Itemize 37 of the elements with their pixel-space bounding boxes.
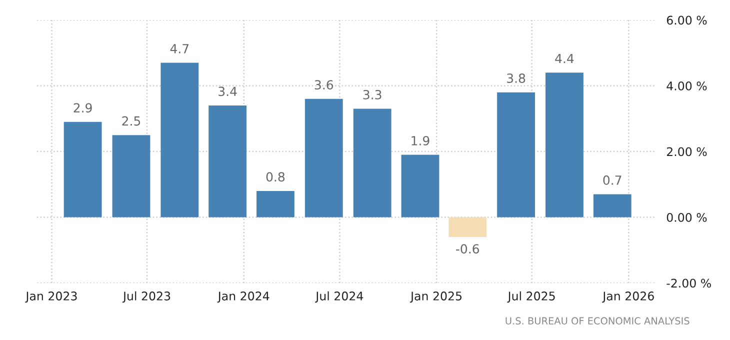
data-label: 4.7 [170, 44, 189, 54]
bar [208, 105, 247, 218]
y-tick-label: 4.00 % [666, 81, 707, 90]
bar [546, 72, 584, 218]
bar [497, 92, 535, 218]
x-tick-label: Jul 2023 [122, 291, 170, 303]
data-label: 2.9 [74, 103, 92, 113]
data-label: 2.5 [122, 116, 140, 126]
x-tick-label: Jan 2024 [217, 292, 270, 303]
data-label: 4.4 [555, 54, 574, 64]
y-tick-label: -2.00 % [666, 278, 711, 288]
data-label: 3.6 [314, 80, 334, 90]
bar [256, 190, 294, 218]
bar [353, 108, 392, 218]
data-label: 0.8 [266, 172, 285, 182]
x-tick-label: Jan 2025 [410, 292, 462, 303]
data-label: 3.8 [507, 74, 526, 83]
bar [448, 217, 487, 237]
data-label: -0.6 [456, 244, 480, 254]
x-tick-label: Jul 2025 [507, 291, 555, 303]
x-tick-label: Jul 2024 [315, 291, 364, 303]
x-tick-label: Jan 2026 [602, 292, 654, 303]
y-tick-label: 6.00 % [666, 16, 707, 25]
bar [160, 62, 199, 218]
bar [64, 122, 102, 218]
bar [593, 194, 632, 218]
data-label: 3.3 [363, 90, 382, 100]
x-tick-label: Jan 2023 [25, 292, 77, 303]
data-label: 1.9 [412, 136, 430, 146]
bar [401, 154, 440, 218]
data-label: 3.4 [218, 86, 237, 96]
y-tick-label: 2.00 % [666, 147, 707, 156]
y-tick-label: 0.00 % [666, 212, 707, 222]
text: U.S. BUREAU OF ECONOMIC ANALYSIS [506, 317, 690, 325]
data-label: 0.7 [603, 175, 622, 185]
bar [112, 135, 150, 218]
bar [304, 98, 343, 218]
